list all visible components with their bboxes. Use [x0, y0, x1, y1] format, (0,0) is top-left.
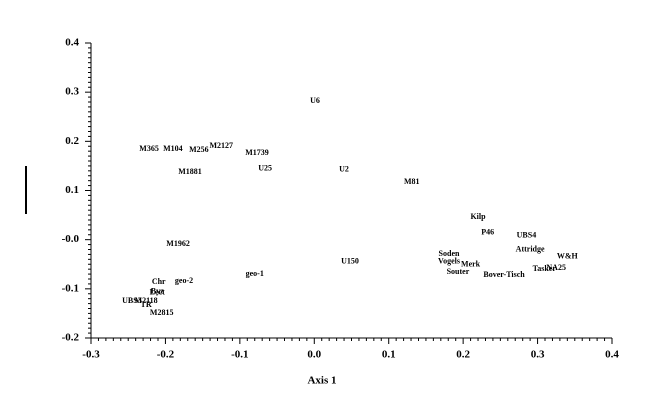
- point-label: U25: [258, 164, 272, 173]
- point-label: Byz: [151, 287, 164, 296]
- point-label: Bover-Tisch: [483, 270, 525, 279]
- point-label: geo-1: [246, 269, 264, 278]
- y-tick-label: -0.2: [62, 332, 80, 344]
- x-tick-label: 0.2: [456, 349, 470, 361]
- x-tick-label: -0.1: [231, 349, 248, 361]
- point-label: TR: [141, 300, 152, 309]
- point-label: Merk: [461, 260, 481, 269]
- point-label: Kilp: [470, 212, 486, 221]
- point-label: NA25: [546, 263, 566, 272]
- point-label: M2127: [209, 141, 233, 150]
- point-label: M365: [139, 144, 159, 153]
- point-label: Vogels: [438, 257, 460, 266]
- y-tick-label: 0.4: [65, 37, 79, 49]
- x-tick-label: 0.1: [382, 349, 396, 361]
- point-label: UBS4: [517, 231, 537, 240]
- x-tick-label: -0.2: [157, 349, 175, 361]
- x-tick-label: 0.4: [605, 349, 619, 361]
- point-label: P46: [481, 228, 494, 237]
- point-label: U6: [310, 96, 320, 105]
- x-tick-label: 0.0: [307, 349, 321, 361]
- point-label: U2: [339, 165, 349, 174]
- point-label: U150: [341, 257, 359, 266]
- y-axis-title-bar: [25, 166, 27, 214]
- point-label: M1739: [245, 148, 269, 157]
- point-label: M256: [189, 145, 209, 154]
- point-label: M2815: [150, 308, 174, 317]
- point-label: M104: [163, 144, 183, 153]
- y-tick-label: -0.1: [62, 282, 79, 294]
- point-label: Attridge: [516, 244, 545, 253]
- y-tick-label: 0.3: [65, 86, 79, 98]
- x-axis-title: Axis 1: [307, 375, 336, 387]
- point-label: M81: [404, 177, 420, 186]
- point-label: Lect: [150, 288, 165, 297]
- y-tick-label: 0.2: [65, 135, 79, 147]
- point-label: UBS3: [122, 296, 142, 305]
- point-label: geo-2: [175, 276, 193, 285]
- point-label: Souter: [447, 267, 470, 276]
- point-label: W&H: [557, 252, 579, 261]
- point-label: Tasker: [533, 264, 557, 273]
- x-tick-label: 0.3: [531, 349, 545, 361]
- y-tick-label: 0.1: [65, 184, 79, 196]
- y-tick-label: -0.0: [62, 233, 80, 245]
- x-tick-label: -0.3: [82, 349, 100, 361]
- point-label: M2118: [135, 296, 158, 305]
- point-label: M1962: [166, 239, 190, 248]
- point-label: Soden: [439, 249, 460, 258]
- point-label: M1881: [178, 167, 202, 176]
- point-label: Chr: [152, 277, 166, 286]
